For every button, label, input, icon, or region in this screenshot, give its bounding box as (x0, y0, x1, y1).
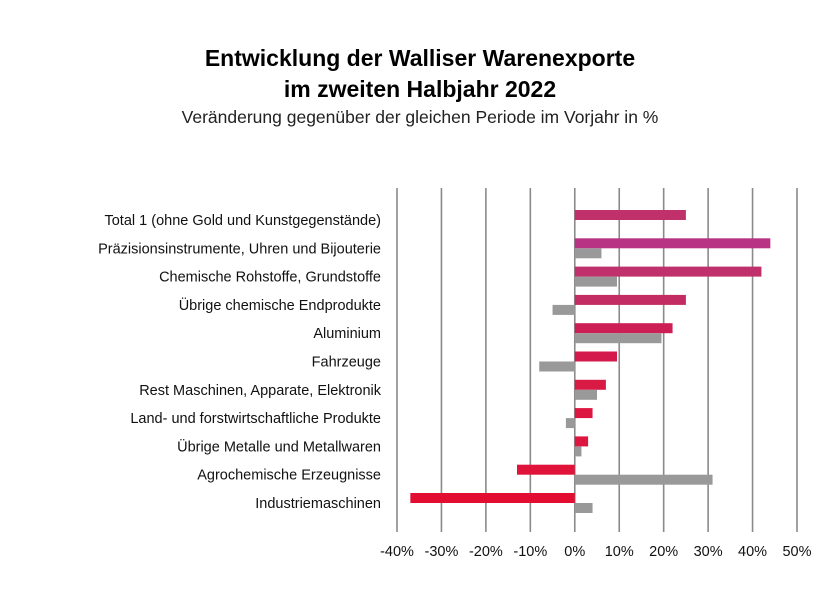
chart-subtitle: Veränderung gegenüber der gleichen Perio… (182, 107, 659, 127)
x-tick-labels: -40% -30% -20% -10% 0% 10% 20% 30% 40% 50% (380, 544, 812, 560)
x-tick-label: -20% (469, 544, 503, 560)
category-label: Rest Maschinen, Apparate, Elektronik (139, 383, 382, 399)
bar-2022 (574, 294, 686, 305)
bar-comparison (574, 474, 713, 485)
bar-2022 (574, 436, 589, 447)
bar-comparison (574, 276, 617, 287)
x-tick-label: 50% (782, 544, 811, 560)
bar-2022 (574, 266, 762, 277)
bar-2022 (574, 351, 617, 362)
bar-2022 (410, 493, 575, 503)
bar-comparison (574, 248, 602, 259)
chart-title-line-1: Entwicklung der Walliser Warenexporte (205, 45, 635, 71)
x-tick-label: 0% (564, 544, 585, 560)
bars (410, 210, 771, 513)
bar-comparison (565, 418, 575, 429)
x-tick-label: 30% (694, 544, 723, 560)
category-label: Fahrzeuge (312, 355, 381, 371)
x-tick-label: 40% (738, 544, 767, 560)
bar-comparison (539, 361, 575, 372)
category-label: Land- und forstwirtschaftliche Produkte (130, 411, 381, 427)
category-labels: Total 1 (ohne Gold und Kunstgegenstände)… (98, 213, 382, 512)
bar-2022 (574, 210, 686, 220)
x-tick-label: -30% (425, 544, 459, 560)
category-label: Agrochemische Erzeugnisse (197, 468, 381, 484)
bar-comparison (574, 503, 593, 513)
category-label: Übrige Metalle und Metallwaren (177, 437, 381, 455)
category-label: Präzisionsinstrumente, Uhren und Bijoute… (98, 241, 381, 257)
x-tick-label: 10% (605, 544, 634, 560)
bar-2022 (574, 238, 771, 249)
x-tick-label: 20% (649, 544, 678, 560)
category-label: Total 1 (ohne Gold und Kunstgegenstände) (104, 213, 381, 229)
bar-comparison (574, 333, 662, 344)
bar-comparison (574, 389, 597, 400)
bar-2022 (517, 464, 575, 475)
category-label: Aluminium (313, 326, 381, 342)
bar-2022 (574, 323, 673, 334)
x-tick-label: -40% (380, 544, 414, 560)
bar-comparison (574, 446, 582, 457)
bar-2022 (574, 379, 606, 390)
chart-title-line-2: im zweiten Halbjahr 2022 (284, 76, 556, 102)
bar-comparison (552, 304, 575, 315)
category-label: Industriemaschinen (255, 496, 381, 512)
category-label: Übrige chemische Endprodukte (179, 296, 381, 314)
category-label: Chemische Rohstoffe, Grundstoffe (159, 270, 381, 286)
x-tick-label: -10% (513, 544, 547, 560)
bar-2022 (574, 408, 593, 419)
